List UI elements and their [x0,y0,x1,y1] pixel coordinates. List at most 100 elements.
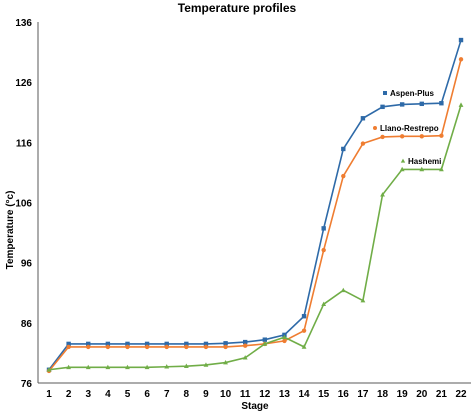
data-point [458,37,464,43]
x-tick-label: 10 [220,389,232,400]
series-line-2 [48,104,462,371]
x-tick-label: 9 [203,389,209,400]
x-tick-label: 17 [357,389,369,400]
x-tick-label: 16 [338,389,350,400]
x-axis-title: Stage [241,401,269,412]
legend-marker [373,126,377,130]
x-tick-label: 7 [164,389,170,400]
data-point [125,344,130,350]
x-tick-label: 15 [318,389,330,400]
data-point [203,344,209,350]
series-label: Aspen-Plus [390,89,435,98]
data-point [439,166,444,172]
data-point [380,134,385,140]
data-point [243,339,248,345]
data-point [46,367,52,372]
x-tick-label: 21 [436,389,448,400]
data-point [360,116,366,121]
data-point [419,134,424,139]
data-point [66,341,71,347]
series-line-1 [48,59,462,372]
y-tick-label: 86 [21,319,33,330]
data-point [282,334,287,340]
x-tick-label: 22 [455,389,467,400]
data-point [321,247,326,253]
data-point [105,341,111,347]
data-point [399,134,405,139]
x-tick-label: 14 [298,389,310,400]
data-point [242,355,248,360]
data-point [164,341,169,347]
legend-marker [383,91,387,95]
data-point [399,166,405,172]
data-point [458,102,464,107]
data-point [301,328,307,333]
data-point [184,344,189,350]
x-tick-label: 18 [377,389,389,400]
data-point [105,344,111,350]
data-point [223,344,228,350]
data-point [86,344,91,350]
data-point [164,344,169,350]
data-point [321,301,327,306]
data-point [105,364,111,370]
data-point [262,341,268,346]
data-point [183,363,189,368]
series-line-0 [48,39,462,371]
data-point [223,341,228,346]
data-point [419,166,425,172]
x-tick-label: 6 [144,389,150,400]
data-point [203,362,209,367]
data-point [360,297,366,303]
data-point [203,341,209,347]
y-tick-label: 116 [16,138,33,149]
x-tick-label: 20 [416,389,428,400]
data-point [125,341,130,347]
data-point [321,226,326,231]
series-label: Llano-Restrepo [380,124,439,133]
x-tick-label: 4 [105,389,111,400]
data-point [439,133,444,138]
y-tick-label: 126 [15,78,32,89]
data-point [66,344,71,350]
data-point [86,341,91,347]
y-axis-title: Temperature (°c) [5,191,16,270]
series-annotations: Aspen-Plus Llano-Restrepo Hashemi [373,89,441,166]
data-point [223,359,228,365]
data-point [419,101,424,107]
data-point [340,287,346,293]
data-point [144,364,150,370]
data-point [341,146,346,152]
series-label: Hashemi [408,157,441,166]
data-point [243,343,248,348]
y-tick-label: 76 [21,379,33,390]
data-point [262,337,268,342]
y-ticks: 76 86 96 106 116 126 136 [15,18,32,390]
legend-marker [400,158,406,163]
y-tick-label: 96 [21,259,33,270]
x-tick-label: 3 [85,389,91,400]
data-point [164,364,170,369]
data-point [341,173,346,179]
x-tick-label: 11 [240,389,251,400]
data-point [282,338,287,344]
data-point [360,141,366,146]
data-point [399,102,405,107]
y-tick-label: 136 [15,18,32,29]
x-tick-label: 13 [279,389,291,400]
x-tick-label: 8 [184,389,190,400]
x-tick-label: 19 [397,389,409,400]
data-point [301,344,307,349]
data-point [144,341,150,347]
x-tick-label: 1 [46,389,52,400]
x-tick-label: 12 [259,389,271,400]
data-point [380,104,385,110]
data-point [184,341,189,347]
data-point [458,57,464,62]
x-tick-label: 5 [125,389,131,400]
data-point [439,101,444,106]
series-group [46,37,464,374]
x-ticks: 1 2 3 4 5 6 7 8 9 10 11 12 13 14 15 16 17 18 19 20 21 22 [46,389,467,400]
